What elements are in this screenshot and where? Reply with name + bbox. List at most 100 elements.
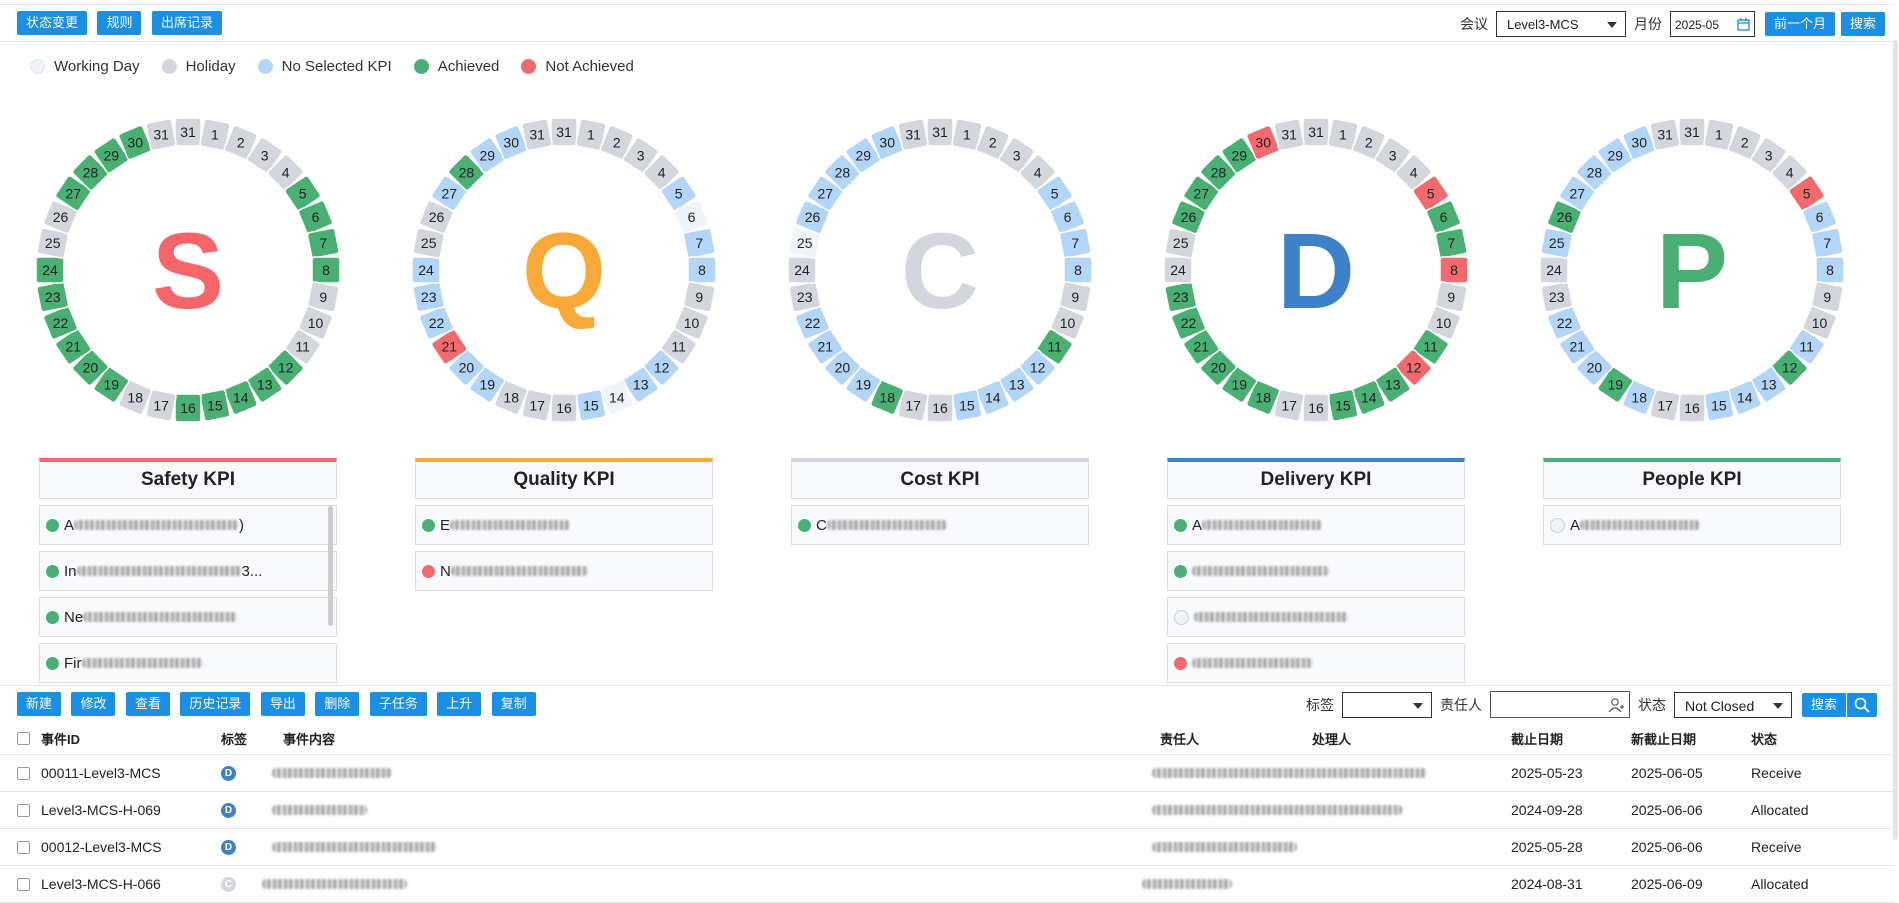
day-cell-14[interactable]: 14 [1727, 379, 1762, 416]
kpi-item[interactable]: A [1167, 505, 1465, 545]
day-cell-16[interactable]: 16 [926, 393, 954, 423]
day-cell-10[interactable]: 10 [673, 305, 710, 340]
day-cell-23[interactable]: 23 [412, 281, 446, 313]
day-cell-18[interactable]: 18 [118, 379, 153, 416]
day-cell-15[interactable]: 15 [199, 388, 231, 422]
day-cell-11[interactable]: 11 [1788, 328, 1826, 365]
day-cell-26[interactable]: 26 [418, 200, 455, 235]
day-cell-19[interactable]: 19 [845, 366, 882, 404]
view-button[interactable]: 查看 [125, 692, 170, 716]
row-checkbox[interactable] [17, 829, 30, 865]
subtask-button[interactable]: 子任务 [369, 692, 427, 716]
day-cell-5[interactable]: 5 [1788, 175, 1826, 212]
day-cell-14[interactable]: 14 [1351, 379, 1386, 416]
day-cell-15[interactable]: 15 [1327, 388, 1359, 422]
day-cell-8[interactable]: 8 [1815, 256, 1845, 284]
day-cell-10[interactable]: 10 [1801, 305, 1838, 340]
day-cell-20[interactable]: 20 [71, 349, 109, 387]
table-row[interactable]: Level3-MCS-H-066 C 2024-08-31 2025-06-09 All… [0, 866, 1895, 903]
day-cell-16[interactable]: 16 [1302, 393, 1330, 423]
kpi-list-scrollbar[interactable] [328, 506, 333, 626]
day-cell-31[interactable]: 31 [145, 118, 177, 152]
day-cell-6[interactable]: 6 [673, 200, 710, 235]
day-cell-19[interactable]: 19 [93, 366, 130, 404]
day-cell-13[interactable]: 13 [246, 366, 283, 404]
day-cell-26[interactable]: 26 [42, 200, 79, 235]
day-cell-22[interactable]: 22 [1546, 305, 1583, 340]
day-cell-18[interactable]: 18 [1622, 379, 1657, 416]
new-button[interactable]: 新建 [17, 692, 62, 716]
day-cell-5[interactable]: 5 [660, 175, 698, 212]
day-cell-26[interactable]: 26 [794, 200, 831, 235]
day-cell-3[interactable]: 3 [246, 136, 283, 174]
day-cell-27[interactable]: 27 [1182, 175, 1220, 212]
rules-button[interactable]: 规则 [97, 11, 142, 35]
day-cell-3[interactable]: 3 [998, 136, 1035, 174]
day-cell-10[interactable]: 10 [1425, 305, 1462, 340]
day-cell-12[interactable]: 12 [1395, 349, 1433, 387]
row-checkbox[interactable] [17, 792, 30, 828]
day-cell-29[interactable]: 29 [845, 136, 882, 174]
month-input[interactable]: 2025-05 [1669, 11, 1755, 37]
day-cell-6[interactable]: 6 [297, 200, 334, 235]
day-cell-1[interactable]: 1 [1327, 118, 1359, 152]
day-cell-28[interactable]: 28 [1199, 153, 1237, 191]
day-cell-1[interactable]: 1 [1703, 118, 1735, 152]
day-cell-7[interactable]: 7 [1434, 227, 1468, 259]
page-scrollbar[interactable] [1893, 40, 1898, 840]
day-cell-15[interactable]: 15 [575, 388, 607, 422]
day-cell-8[interactable]: 8 [311, 256, 341, 284]
kpi-item[interactable]: Fir [39, 643, 337, 683]
day-cell-27[interactable]: 27 [430, 175, 468, 212]
day-cell-17[interactable]: 17 [145, 388, 177, 422]
day-cell-29[interactable]: 29 [93, 136, 130, 174]
day-cell-18[interactable]: 18 [494, 379, 529, 416]
day-cell-13[interactable]: 13 [998, 366, 1035, 404]
day-cell-20[interactable]: 20 [447, 349, 485, 387]
day-cell-28[interactable]: 28 [71, 153, 109, 191]
kpi-item[interactable] [1167, 643, 1465, 683]
day-cell-25[interactable]: 25 [1540, 227, 1574, 259]
checkbox[interactable] [17, 877, 30, 891]
day-cell-24[interactable]: 24 [787, 256, 817, 284]
day-cell-31[interactable]: 31 [926, 117, 954, 147]
day-cell-23[interactable]: 23 [36, 281, 70, 313]
export-button[interactable]: 导出 [260, 692, 305, 716]
table-row[interactable]: 00012-Level3-MCS D 2025-05-28 2025-06-06 Rec… [0, 829, 1895, 866]
day-cell-20[interactable]: 20 [1199, 349, 1237, 387]
day-cell-6[interactable]: 6 [1801, 200, 1838, 235]
day-cell-15[interactable]: 15 [951, 388, 983, 422]
kpi-item[interactable] [1167, 551, 1465, 591]
day-cell-25[interactable]: 25 [36, 227, 70, 259]
day-cell-31[interactable]: 31 [1678, 117, 1706, 147]
day-cell-7[interactable]: 7 [1810, 227, 1844, 259]
delete-button[interactable]: 删除 [315, 692, 360, 716]
kpi-item[interactable]: E [415, 505, 713, 545]
checkbox[interactable] [17, 731, 30, 745]
select-all-checkbox[interactable] [17, 722, 30, 754]
day-cell-21[interactable]: 21 [1558, 328, 1596, 365]
day-cell-1[interactable]: 1 [951, 118, 983, 152]
day-cell-14[interactable]: 14 [223, 379, 258, 416]
kpi-item[interactable]: C [791, 505, 1089, 545]
day-cell-29[interactable]: 29 [469, 136, 506, 174]
day-cell-9[interactable]: 9 [1810, 281, 1844, 313]
day-cell-29[interactable]: 29 [1597, 136, 1634, 174]
day-cell-12[interactable]: 12 [1019, 349, 1057, 387]
day-cell-31[interactable]: 31 [1649, 118, 1681, 152]
day-cell-29[interactable]: 29 [1221, 136, 1258, 174]
day-cell-10[interactable]: 10 [297, 305, 334, 340]
escalate-button[interactable]: 上升 [437, 692, 482, 716]
day-cell-27[interactable]: 27 [806, 175, 844, 212]
day-cell-23[interactable]: 23 [1164, 281, 1198, 313]
kpi-item[interactable]: Ne [39, 597, 337, 637]
day-cell-20[interactable]: 20 [1575, 349, 1613, 387]
day-cell-11[interactable]: 11 [1412, 328, 1450, 365]
meeting-select[interactable]: Level3-MCS [1495, 11, 1626, 37]
checkbox[interactable] [17, 803, 30, 817]
tag-filter-select[interactable] [1341, 691, 1432, 718]
day-cell-2[interactable]: 2 [1351, 124, 1386, 161]
day-cell-30[interactable]: 30 [1622, 124, 1657, 161]
day-cell-9[interactable]: 9 [682, 281, 716, 313]
day-cell-21[interactable]: 21 [1182, 328, 1220, 365]
